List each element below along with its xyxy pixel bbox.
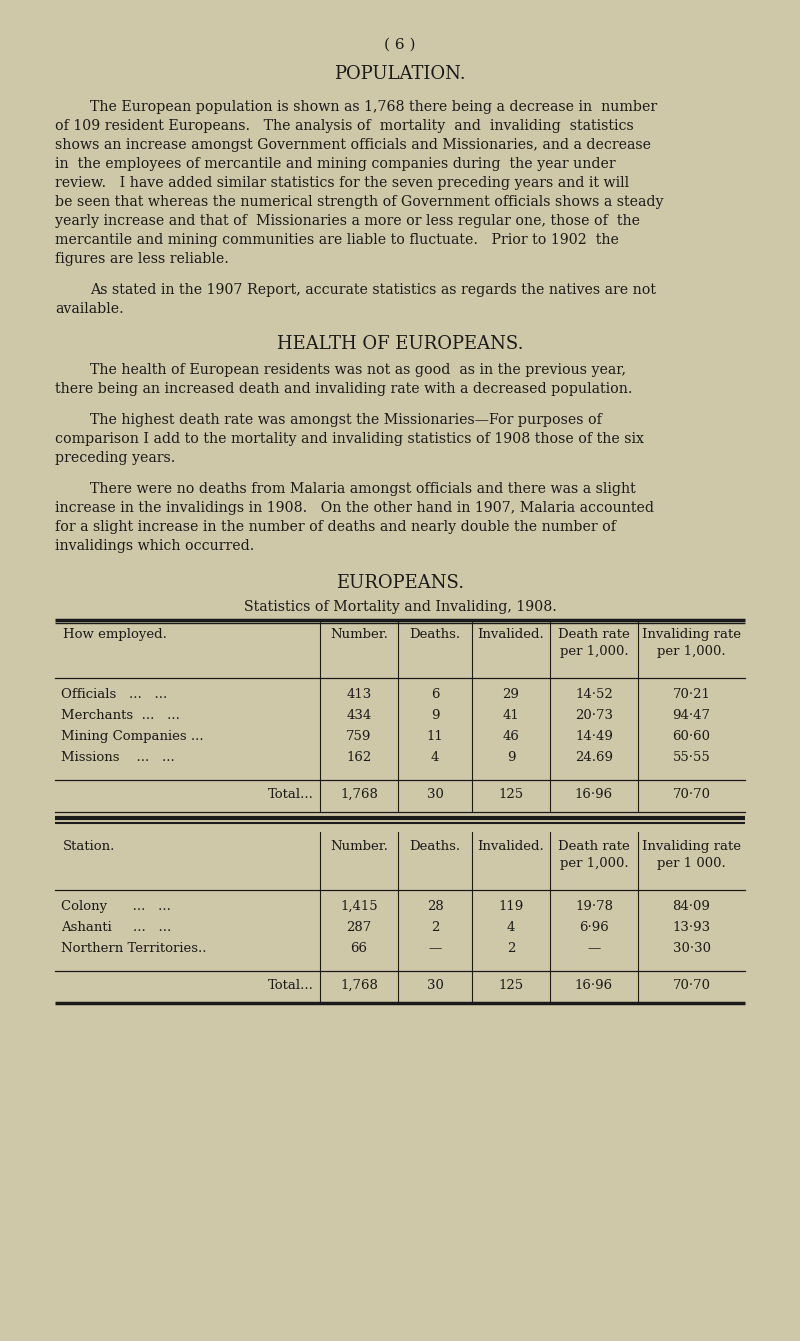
Text: Deaths.: Deaths. [410, 839, 461, 853]
Text: 6: 6 [430, 688, 439, 701]
Text: Colony      ...   ...: Colony ... ... [61, 900, 171, 913]
Text: 20·73: 20·73 [575, 709, 613, 721]
Text: review.   I have added similar statistics for the seven preceding years and it w: review. I have added similar statistics … [55, 176, 629, 190]
Text: 28: 28 [426, 900, 443, 913]
Text: 13·93: 13·93 [673, 921, 710, 933]
Text: 29: 29 [502, 688, 519, 701]
Text: comparison I add to the mortality and invaliding statistics of 1908 those of the: comparison I add to the mortality and in… [55, 432, 644, 447]
Text: Merchants  ...   ...: Merchants ... ... [61, 709, 180, 721]
Text: 6·96: 6·96 [579, 921, 609, 933]
Text: yearly increase and that of  Missionaries a more or less regular one, those of  : yearly increase and that of Missionaries… [55, 215, 640, 228]
Text: invalidings which occurred.: invalidings which occurred. [55, 539, 254, 552]
Text: Ashanti     ...   ...: Ashanti ... ... [61, 921, 171, 933]
Text: How employed.: How employed. [63, 628, 167, 641]
Text: be seen that whereas the numerical strength of Government officials shows a stea: be seen that whereas the numerical stren… [55, 194, 663, 209]
Text: 19·78: 19·78 [575, 900, 613, 913]
Text: 30: 30 [426, 979, 443, 992]
Text: mercantile and mining communities are liable to fluctuate.   Prior to 1902  the: mercantile and mining communities are li… [55, 233, 619, 247]
Text: 70·70: 70·70 [673, 979, 710, 992]
Text: for a slight increase in the number of deaths and nearly double the number of: for a slight increase in the number of d… [55, 520, 616, 534]
Text: Total...: Total... [268, 979, 314, 992]
Text: 41: 41 [502, 709, 519, 721]
Text: 162: 162 [346, 751, 372, 764]
Text: Total...: Total... [268, 789, 314, 801]
Text: Number.: Number. [330, 628, 388, 641]
Text: of 109 resident Europeans.   The analysis of  mortality  and  invaliding  statis: of 109 resident Europeans. The analysis … [55, 119, 634, 133]
Text: 287: 287 [346, 921, 372, 933]
Text: 16·96: 16·96 [575, 979, 613, 992]
Text: 9: 9 [430, 709, 439, 721]
Text: 413: 413 [346, 688, 372, 701]
Text: 66: 66 [350, 941, 367, 955]
Text: 119: 119 [498, 900, 524, 913]
Text: As stated in the 1907 Report, accurate statistics as regards the natives are not: As stated in the 1907 Report, accurate s… [90, 283, 656, 296]
Text: POPULATION.: POPULATION. [334, 64, 466, 83]
Text: 1,768: 1,768 [340, 789, 378, 801]
Text: 1,768: 1,768 [340, 979, 378, 992]
Text: 2: 2 [507, 941, 515, 955]
Text: 125: 125 [498, 789, 523, 801]
Text: 30·30: 30·30 [673, 941, 710, 955]
Text: Mining Companies ...: Mining Companies ... [61, 730, 204, 743]
Text: 94·47: 94·47 [673, 709, 710, 721]
Text: EUROPEANS.: EUROPEANS. [336, 574, 464, 591]
Text: The European population is shown as 1,768 there being a decrease in  number: The European population is shown as 1,76… [90, 101, 657, 114]
Text: 70·70: 70·70 [673, 789, 710, 801]
Text: Deaths.: Deaths. [410, 628, 461, 641]
Text: Invaliding rate
per 1,000.: Invaliding rate per 1,000. [642, 628, 741, 658]
Text: 2: 2 [431, 921, 439, 933]
Text: Death rate
per 1,000.: Death rate per 1,000. [558, 628, 630, 658]
Text: in  the employees of mercantile and mining companies during  the year under: in the employees of mercantile and minin… [55, 157, 616, 172]
Text: Statistics of Mortality and Invaliding, 1908.: Statistics of Mortality and Invaliding, … [243, 599, 557, 614]
Text: 14·52: 14·52 [575, 688, 613, 701]
Text: 759: 759 [346, 730, 372, 743]
Text: available.: available. [55, 302, 124, 316]
Text: —: — [428, 941, 442, 955]
Text: 14·49: 14·49 [575, 730, 613, 743]
Text: 55·55: 55·55 [673, 751, 710, 764]
Text: 16·96: 16·96 [575, 789, 613, 801]
Text: 24.69: 24.69 [575, 751, 613, 764]
Text: 434: 434 [346, 709, 372, 721]
Text: 60·60: 60·60 [673, 730, 710, 743]
Text: 84·09: 84·09 [673, 900, 710, 913]
Text: The highest death rate was amongst the Missionaries—For purposes of: The highest death rate was amongst the M… [90, 413, 602, 426]
Text: 70·21: 70·21 [673, 688, 710, 701]
Text: 4: 4 [507, 921, 515, 933]
Text: figures are less reliable.: figures are less reliable. [55, 252, 229, 266]
Text: there being an increased death and invaliding rate with a decreased population.: there being an increased death and inval… [55, 382, 633, 396]
Text: Officials   ...   ...: Officials ... ... [61, 688, 167, 701]
Text: 11: 11 [426, 730, 443, 743]
Text: increase in the invalidings in 1908.   On the other hand in 1907, Malaria accoun: increase in the invalidings in 1908. On … [55, 502, 654, 515]
Text: There were no deaths from Malaria amongst officials and there was a slight: There were no deaths from Malaria amongs… [90, 481, 636, 496]
Text: Invalided.: Invalided. [478, 839, 544, 853]
Text: Missions    ...   ...: Missions ... ... [61, 751, 174, 764]
Text: Invalided.: Invalided. [478, 628, 544, 641]
Text: Death rate
per 1,000.: Death rate per 1,000. [558, 839, 630, 870]
Text: Station.: Station. [63, 839, 115, 853]
Text: Northern Territories..: Northern Territories.. [61, 941, 206, 955]
Text: —: — [587, 941, 601, 955]
Text: 125: 125 [498, 979, 523, 992]
Text: 30: 30 [426, 789, 443, 801]
Text: Number.: Number. [330, 839, 388, 853]
Text: preceding years.: preceding years. [55, 451, 175, 465]
Text: HEALTH OF EUROPEANS.: HEALTH OF EUROPEANS. [277, 335, 523, 353]
Text: shows an increase amongst Government officials and Missionaries, and a decrease: shows an increase amongst Government off… [55, 138, 651, 152]
Text: 1,415: 1,415 [340, 900, 378, 913]
Text: The health of European residents was not as good  as in the previous year,: The health of European residents was not… [90, 363, 626, 377]
Text: 4: 4 [431, 751, 439, 764]
Text: ( 6 ): ( 6 ) [384, 38, 416, 52]
Text: Invaliding rate
per 1 000.: Invaliding rate per 1 000. [642, 839, 741, 870]
Text: 46: 46 [502, 730, 519, 743]
Text: 9: 9 [506, 751, 515, 764]
